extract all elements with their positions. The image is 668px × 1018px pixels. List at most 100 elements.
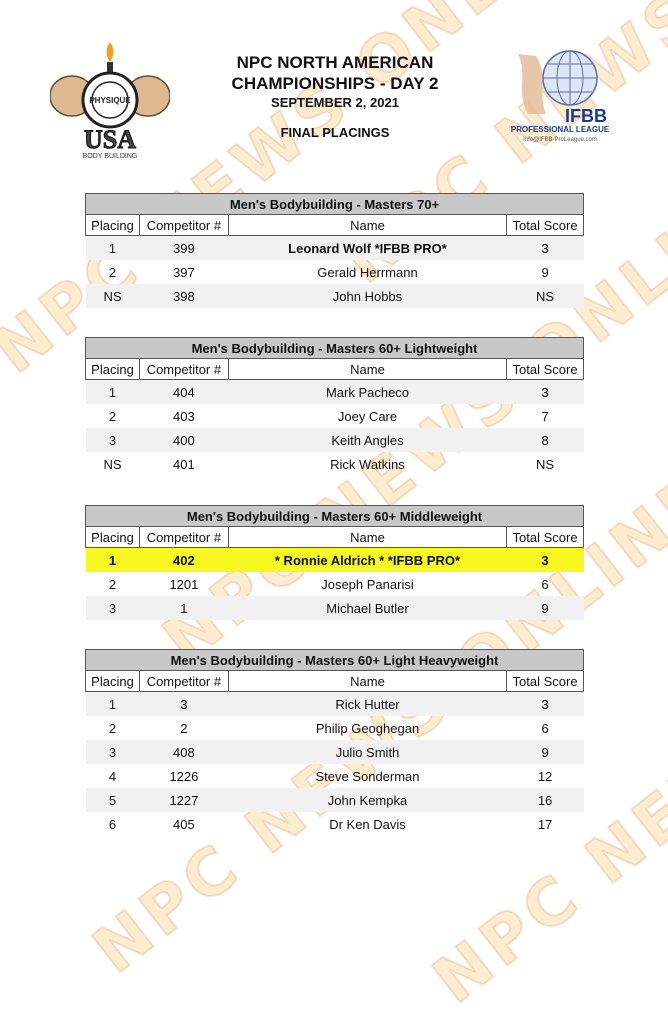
- competitor-number: 1: [139, 596, 229, 620]
- table-row: 3 400 Keith Angles 8: [85, 428, 584, 452]
- competitor-name: Michael Butler: [228, 596, 507, 620]
- competitor-name: * Ronnie Aldrich * *IFBB PRO*: [228, 547, 507, 572]
- competitor-name: Joseph Panarisi: [321, 576, 414, 592]
- competitor-name: Rick Hutter: [228, 691, 507, 716]
- table-row: 1 3 Rick Hutter 3: [85, 691, 584, 716]
- results-table: Men's Bodybuilding - Masters 70+ Placing…: [85, 193, 584, 308]
- results-table: Men's Bodybuilding - Masters 60+ Middlew…: [85, 505, 584, 620]
- total-score: 6: [541, 576, 549, 592]
- column-header: Competitor #: [138, 526, 229, 548]
- results-table: Men's Bodybuilding - Masters 60+ Light H…: [85, 649, 584, 836]
- document-title: NPC NORTH AMERICAN CHAMPIONSHIPS - DAY 2…: [190, 52, 480, 140]
- competitor-name: John Hobbs: [228, 284, 507, 308]
- column-header: Name: [227, 526, 508, 548]
- competitor-number: 404: [139, 379, 229, 404]
- competitor-number: 405: [173, 816, 195, 832]
- competitor-number: 402: [139, 547, 229, 572]
- total-score: 3: [506, 379, 584, 404]
- placing: 2: [108, 264, 117, 280]
- npc-logo: PHYSIQUE USA BODY BUILDING: [50, 42, 170, 160]
- placing: 3: [85, 740, 140, 764]
- column-header: Placing: [85, 670, 140, 692]
- total-score: 16: [506, 788, 584, 812]
- table-row: 2 397 Gerald Herrmann 9: [86, 260, 584, 284]
- event-date: SEPTEMBER 2, 2021: [271, 95, 399, 110]
- competitor-number: 403: [173, 408, 195, 424]
- total-score: NS: [536, 456, 555, 472]
- table-row: 2 1201 Joseph Panarisi 6: [86, 572, 584, 596]
- placing: 1: [85, 379, 140, 404]
- total-score: 3: [506, 547, 584, 572]
- svg-text:USA: USA: [84, 125, 136, 154]
- column-header: Placing: [85, 214, 140, 236]
- svg-text:PHYSIQUE: PHYSIQUE: [89, 96, 131, 105]
- competitor-name: Julio Smith: [228, 740, 507, 764]
- competitor-number: 399: [139, 235, 229, 260]
- table-row: 1 399 Leonard Wolf *IFBB PRO* 3: [85, 235, 584, 260]
- competitor-number: 398: [139, 284, 229, 308]
- total-score: 9: [506, 740, 584, 764]
- competitor-number: 3: [139, 691, 229, 716]
- placing: NS: [103, 456, 122, 472]
- placing: 1: [85, 235, 140, 260]
- column-header: Placing: [85, 358, 140, 380]
- competitor-name: Joey Care: [337, 408, 398, 424]
- document-header: PHYSIQUE USA BODY BUILDING NPC NORTH AME…: [0, 0, 668, 170]
- title-line-2: CHAMPIONSHIPS - DAY 2: [231, 74, 439, 93]
- competitor-name: Rick Watkins: [330, 456, 405, 472]
- placing: 3: [85, 596, 140, 620]
- placing: 1: [85, 547, 140, 572]
- competitor-name: Mark Pacheco: [228, 379, 507, 404]
- table-row: 6 405 Dr Ken Davis 17: [86, 812, 584, 836]
- total-score: 8: [506, 428, 584, 452]
- svg-text:IFBB: IFBB: [565, 106, 607, 126]
- competitor-number: 400: [139, 428, 229, 452]
- svg-text:Info@IFBB-ProLeague.com: Info@IFBB-ProLeague.com: [523, 137, 597, 143]
- placing: 1: [85, 691, 140, 716]
- column-header: Competitor #: [138, 214, 229, 236]
- table-row: 1 404 Mark Pacheco 3: [85, 379, 584, 404]
- division-title: Men's Bodybuilding - Masters 60+ Middlew…: [85, 505, 584, 527]
- total-score: 9: [541, 264, 549, 280]
- total-score: 9: [506, 596, 584, 620]
- column-header: Total Score: [506, 358, 584, 380]
- competitor-number: 1226: [169, 768, 199, 784]
- competitor-name: Gerald Herrmann: [317, 264, 418, 280]
- subtitle: FINAL PLACINGS: [280, 125, 390, 140]
- total-score: 12: [537, 768, 553, 784]
- competitor-name: Keith Angles: [228, 428, 507, 452]
- competitor-number: 2: [180, 720, 188, 736]
- table-row: NS 401 Rick Watkins NS: [86, 452, 584, 476]
- column-header: Name: [227, 358, 508, 380]
- title-line-1: NPC NORTH AMERICAN: [236, 53, 434, 72]
- column-header: Placing: [85, 526, 140, 548]
- competitor-number: 397: [173, 264, 195, 280]
- table-row: NS 398 John Hobbs NS: [85, 284, 584, 308]
- total-score: 17: [537, 816, 553, 832]
- total-score: 6: [541, 720, 549, 736]
- competitor-name: Philip Geoghegan: [315, 720, 420, 736]
- total-score: 3: [506, 235, 584, 260]
- column-header: Total Score: [506, 526, 584, 548]
- svg-text:PROFESSIONAL LEAGUE: PROFESSIONAL LEAGUE: [511, 125, 610, 134]
- column-header: Name: [227, 670, 508, 692]
- column-header: Competitor #: [138, 670, 229, 692]
- table-row: 2 403 Joey Care 7: [86, 404, 584, 428]
- competitor-number: 408: [139, 740, 229, 764]
- table-row: 5 1227 John Kempka 16: [85, 788, 584, 812]
- placing: 5: [85, 788, 140, 812]
- placing: NS: [85, 284, 140, 308]
- total-score: 7: [541, 408, 549, 424]
- competitor-number: 401: [173, 456, 195, 472]
- competitor-name: Steve Sonderman: [315, 768, 420, 784]
- competitor-number: 1201: [169, 576, 199, 592]
- placing: 2: [108, 408, 117, 424]
- placing: 3: [85, 428, 140, 452]
- column-header: Total Score: [506, 670, 584, 692]
- total-score: 3: [506, 691, 584, 716]
- table-row: 4 1226 Steve Sonderman 12: [86, 764, 584, 788]
- placing: 4: [108, 768, 117, 784]
- results-table: Men's Bodybuilding - Masters 60+ Lightwe…: [85, 337, 584, 476]
- placing: 2: [108, 720, 117, 736]
- placing: 2: [108, 576, 117, 592]
